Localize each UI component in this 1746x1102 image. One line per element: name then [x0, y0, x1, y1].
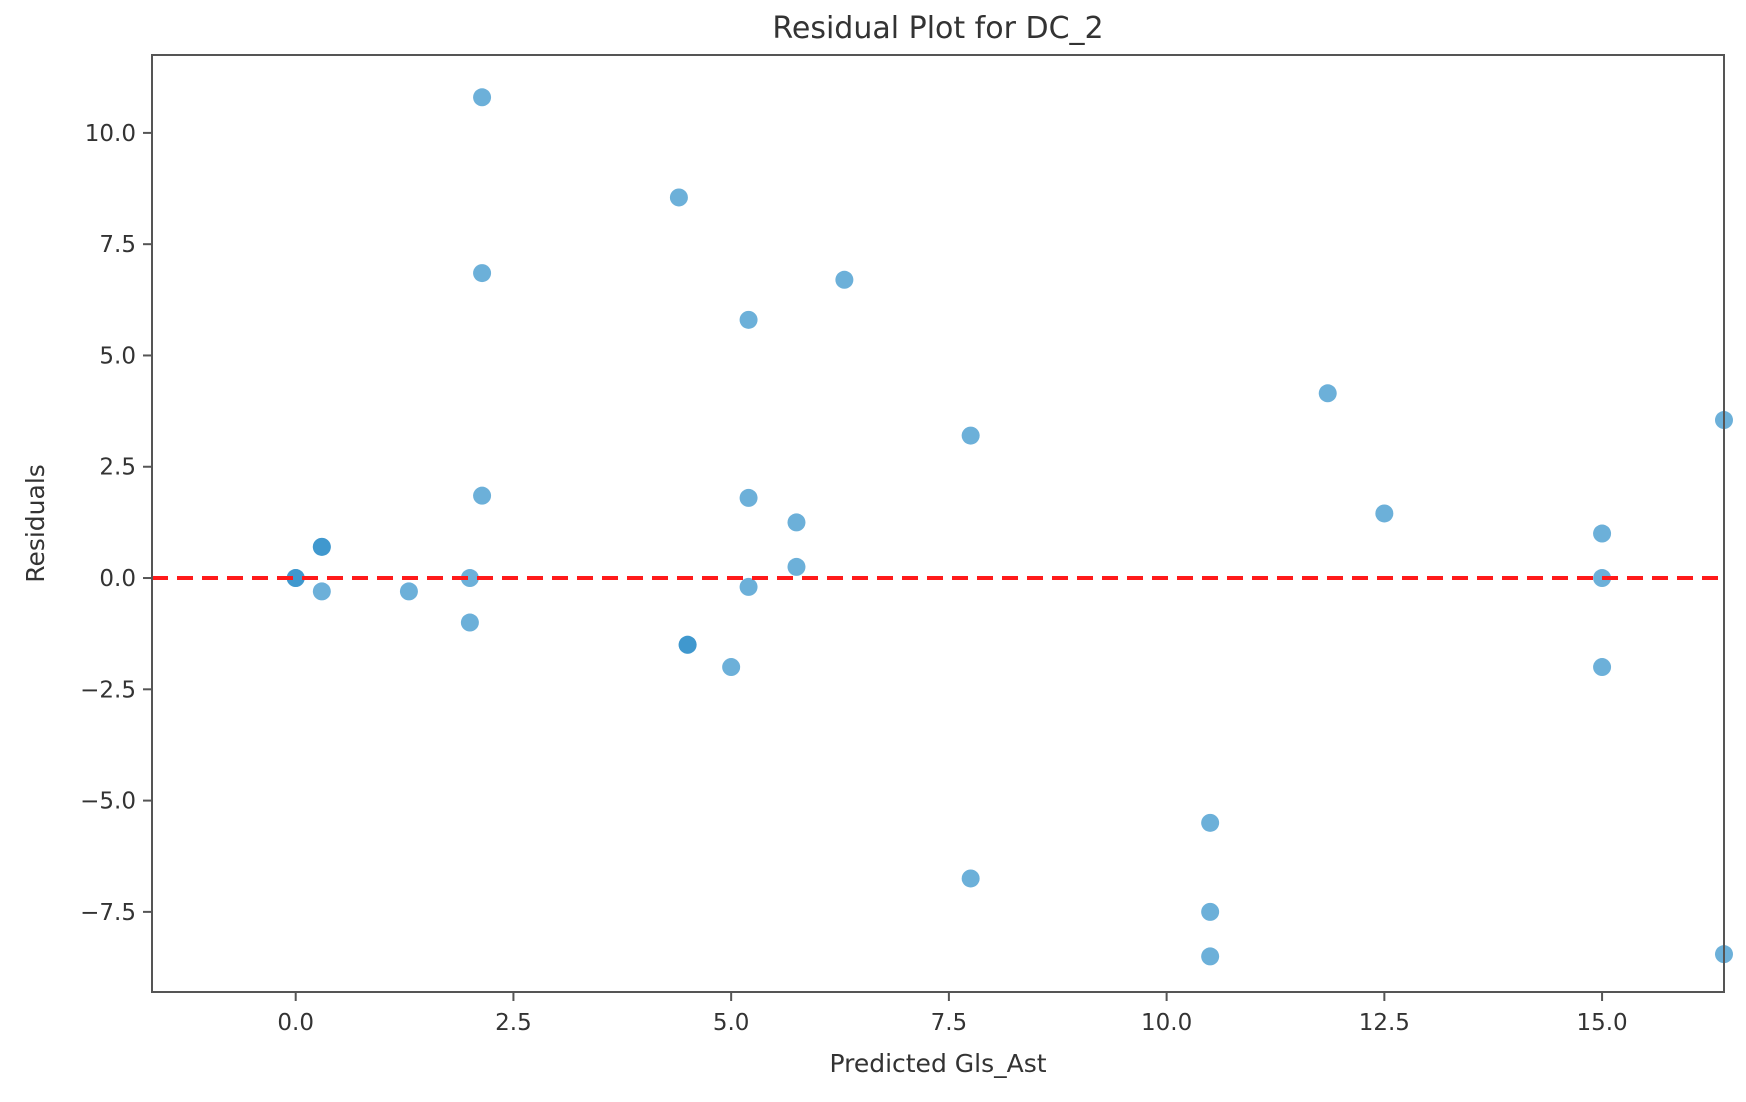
- data-point: [460, 613, 479, 632]
- y-tick-label: 2.5: [99, 455, 136, 481]
- data-point: [399, 582, 418, 601]
- y-tick-label: 5.0: [99, 343, 136, 369]
- data-point: [1318, 384, 1337, 403]
- data-point: [739, 577, 758, 596]
- data-point: [787, 513, 806, 532]
- data-points: [286, 88, 1733, 966]
- data-point: [739, 488, 758, 507]
- y-axis-ticks: −7.5 −5.0 −2.5 0.0 2.5 5.0 7.5 10.0: [80, 121, 152, 926]
- x-tick-label: 12.5: [1359, 1010, 1410, 1036]
- y-axis-title: Residuals: [21, 464, 50, 583]
- data-point: [787, 557, 806, 576]
- chart-title: Residual Plot for DC_2: [772, 11, 1103, 46]
- data-point: [460, 569, 479, 588]
- data-point: [961, 869, 980, 888]
- data-point: [286, 569, 305, 588]
- data-point: [722, 658, 741, 677]
- data-point: [1375, 504, 1394, 523]
- x-tick-label: 5.0: [713, 1010, 750, 1036]
- data-point: [312, 582, 331, 601]
- x-tick-label: 15.0: [1576, 1010, 1627, 1036]
- data-point: [473, 88, 492, 107]
- data-point: [1201, 813, 1220, 832]
- data-point: [473, 264, 492, 283]
- data-point: [678, 635, 697, 654]
- y-tick-label: −2.5: [80, 677, 136, 703]
- data-point: [961, 426, 980, 445]
- data-point: [739, 310, 758, 329]
- data-point: [1201, 902, 1220, 921]
- x-tick-label: 7.5: [931, 1010, 968, 1036]
- x-axis-ticks: 0.0 2.5 5.0 7.5 10.0 12.5 15.0: [277, 992, 1628, 1036]
- data-point: [312, 537, 331, 556]
- y-tick-label: 0.0: [99, 566, 136, 592]
- y-tick-label: 7.5: [99, 232, 136, 258]
- plot-frame: [151, 54, 1725, 993]
- y-tick-label: 10.0: [85, 121, 136, 147]
- data-point: [835, 270, 854, 289]
- x-tick-label: 10.0: [1141, 1010, 1192, 1036]
- data-point: [1201, 947, 1220, 966]
- y-tick-label: −7.5: [80, 900, 136, 926]
- data-point: [1593, 658, 1612, 677]
- y-tick-label: −5.0: [80, 789, 136, 815]
- x-axis-title: Predicted Gls_Ast: [829, 1049, 1046, 1078]
- x-tick-label: 0.0: [277, 1010, 314, 1036]
- data-point: [1593, 524, 1612, 543]
- x-tick-label: 2.5: [495, 1010, 532, 1036]
- data-point: [669, 188, 688, 207]
- data-point: [473, 486, 492, 505]
